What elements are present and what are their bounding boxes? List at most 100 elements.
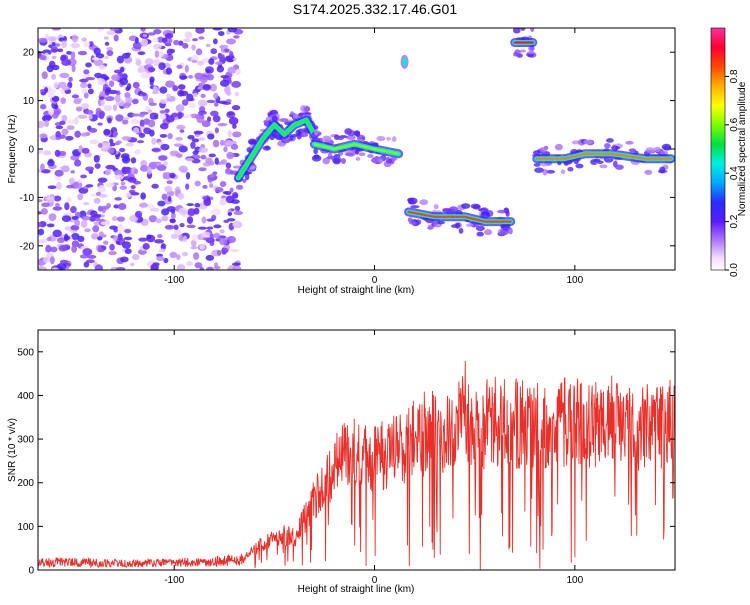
noise-speck — [176, 124, 186, 130]
noise-speck — [38, 120, 45, 129]
noise-speck — [212, 115, 221, 123]
noise-speck — [198, 147, 209, 153]
trace-halo — [242, 178, 247, 183]
noise-speck — [209, 110, 219, 117]
trace-halo — [644, 169, 653, 175]
noise-speck — [214, 187, 224, 193]
noise-speck — [127, 177, 137, 183]
noise-speck — [181, 99, 189, 106]
noise-speck — [225, 140, 234, 146]
noise-speck — [104, 41, 110, 46]
noise-speck — [227, 66, 237, 74]
trace-core — [407, 210, 512, 223]
noise-speck — [148, 102, 157, 106]
noise-speck — [162, 172, 167, 180]
noise-speck — [94, 163, 101, 169]
noise-speck — [227, 111, 234, 116]
noise-speck — [140, 38, 149, 47]
noise-speck — [137, 51, 146, 56]
noise-speck — [212, 139, 220, 148]
noise-speck — [208, 153, 216, 158]
snr-frame — [37, 329, 676, 571]
noise-speck — [227, 212, 232, 216]
noise-speck — [169, 218, 176, 222]
noise-speck — [198, 36, 205, 40]
noise-speck — [156, 164, 167, 171]
noise-speck — [198, 167, 207, 172]
noise-speck — [202, 83, 212, 91]
trace-halo — [534, 167, 544, 173]
trace-halo — [376, 135, 386, 142]
noise-speck — [228, 117, 239, 125]
noise-speck — [175, 136, 184, 141]
noise-speck — [160, 143, 170, 151]
noise-speck — [164, 32, 174, 39]
noise-speck — [179, 129, 185, 133]
trace-halo — [265, 145, 270, 150]
trace-halo — [519, 49, 527, 53]
noise-speck — [232, 123, 237, 129]
noise-speck — [194, 262, 203, 269]
noise-speck — [79, 82, 88, 89]
noise-speck — [149, 129, 155, 137]
noise-speck — [123, 236, 133, 241]
trace-halo — [476, 231, 484, 237]
noise-speck — [219, 198, 227, 206]
noise-speck — [103, 36, 110, 40]
noise-speck — [77, 114, 88, 119]
noise-speck — [159, 113, 167, 120]
noise-speck — [197, 110, 207, 115]
noise-speck — [116, 55, 125, 64]
noise-speck — [77, 50, 88, 56]
noise-speck — [103, 128, 111, 136]
noise-speck — [115, 226, 126, 234]
y-tick-label: 10 — [23, 96, 35, 107]
snr-x-label: Height of straight line (km) — [298, 584, 415, 595]
noise-speck — [186, 224, 196, 229]
trace-core — [535, 152, 673, 160]
trace-halo — [303, 106, 310, 112]
colorbar-ticks: 0.0 0.2 0.4 0.6 0.8 — [725, 69, 740, 277]
spectrogram-heat-layer — [38, 28, 675, 270]
noise-speck — [154, 50, 159, 58]
noise-speck — [91, 233, 99, 240]
trace-noise-region — [38, 28, 244, 270]
noise-speck — [233, 210, 243, 216]
noise-speck — [182, 42, 189, 49]
trace-halo — [337, 136, 344, 141]
noise-speck — [177, 111, 183, 119]
noise-speck — [170, 212, 176, 220]
noise-speck — [185, 157, 195, 162]
noise-speck — [186, 93, 194, 102]
noise-speck — [54, 43, 61, 47]
noise-speck — [186, 261, 194, 267]
noise-speck — [71, 245, 78, 253]
noise-speck — [100, 221, 108, 225]
noise-speck — [73, 99, 82, 105]
noise-speck — [195, 28, 205, 34]
noise-speck — [94, 72, 103, 79]
noise-speck — [169, 172, 176, 179]
noise-speck — [97, 185, 106, 194]
noise-speck — [182, 235, 188, 243]
snr-y-label: SNR (10 * v/v) — [7, 418, 18, 482]
noise-speck — [209, 183, 214, 189]
noise-speck — [211, 214, 217, 221]
noise-speck — [190, 239, 197, 247]
noise-speck — [44, 33, 49, 40]
noise-speck — [233, 35, 240, 39]
noise-speck — [219, 54, 225, 61]
noise-speck — [121, 241, 132, 249]
noise-speck — [51, 73, 57, 80]
noise-speck — [134, 37, 139, 44]
noise-speck — [175, 153, 183, 158]
trace-halo — [614, 164, 624, 170]
noise-speck — [205, 69, 211, 73]
noise-speck — [147, 66, 156, 73]
noise-speck — [167, 133, 173, 140]
trace-halo — [355, 157, 361, 161]
noise-speck — [163, 257, 169, 264]
trace-halo — [332, 158, 341, 165]
noise-speck — [140, 192, 146, 200]
colorbar: 0.0 0.2 0.4 0.6 0.8 Normalized spectral ampl… — [710, 27, 748, 277]
